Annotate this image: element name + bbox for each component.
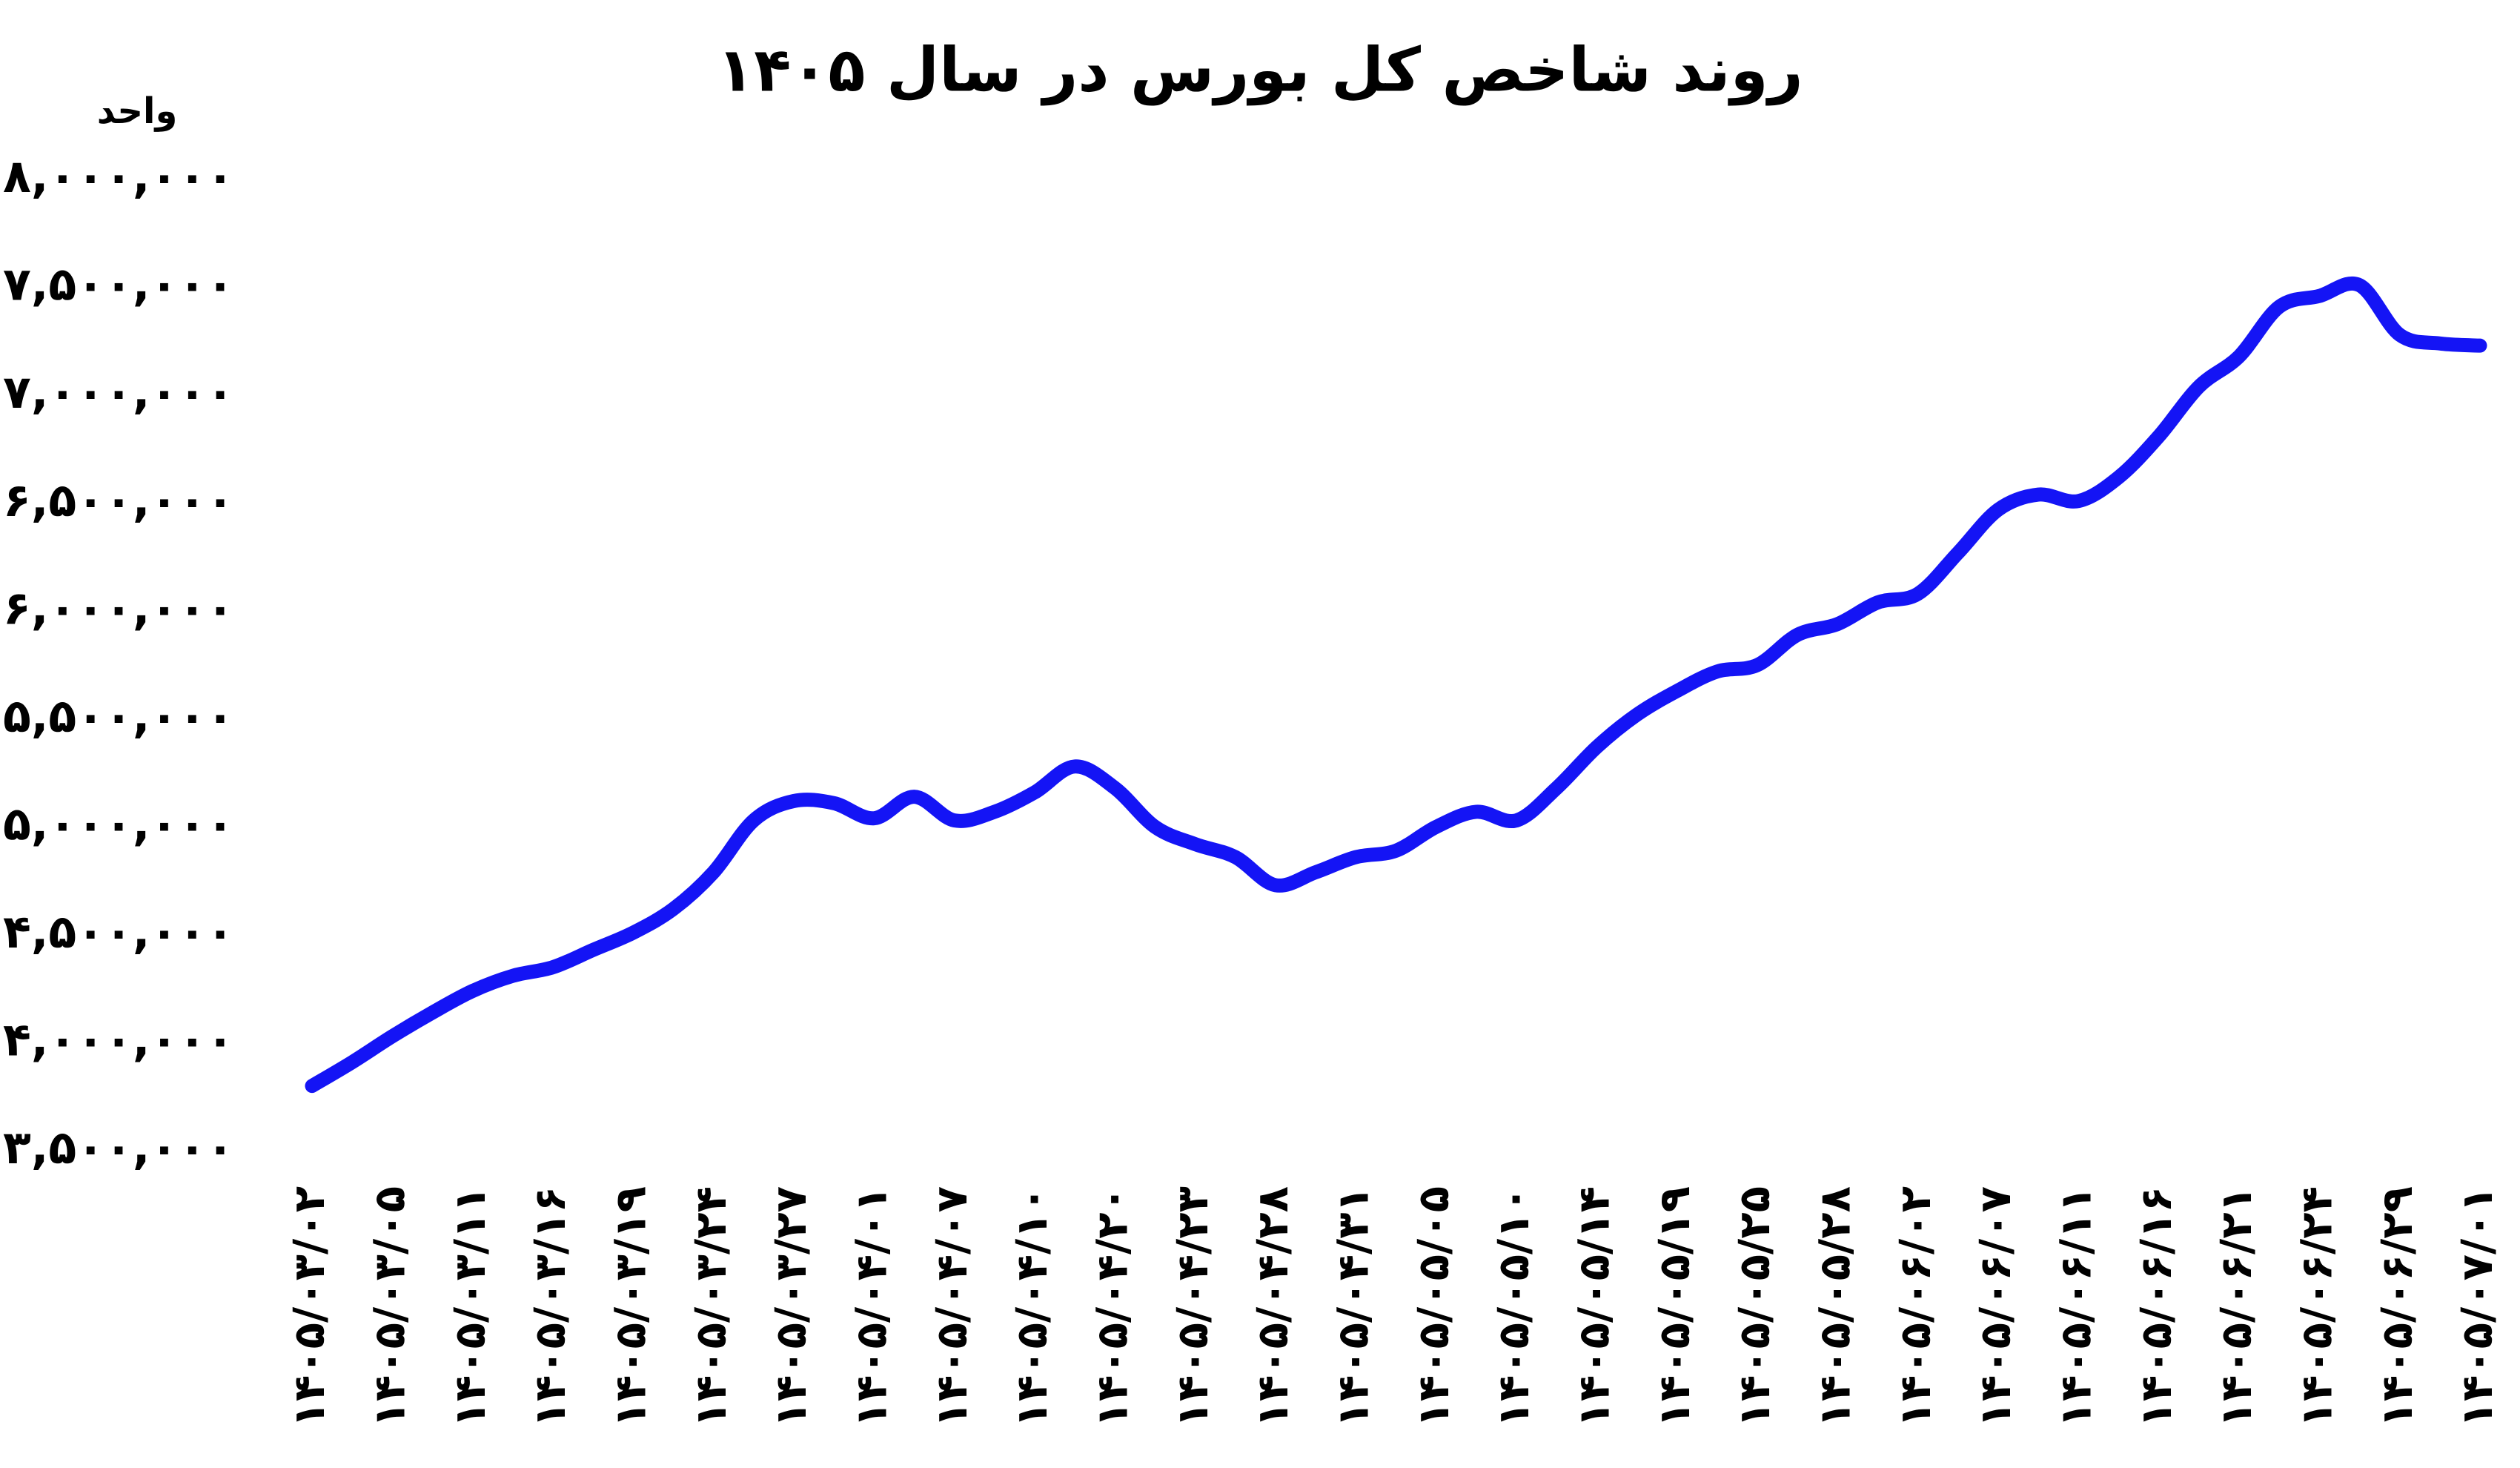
x-tick-label: ۱۴۰۵/۰۵/۱۰ — [1488, 1186, 1539, 1428]
x-tick-label: ۱۴۰۵/۰۶/۰۲ — [1890, 1186, 1940, 1428]
y-tick-label: ۵,۵۰۰,۰۰۰ — [3, 689, 234, 743]
y-tick-label: ۷,۵۰۰,۰۰۰ — [3, 257, 234, 311]
y-tick-label: ۴,۵۰۰,۰۰۰ — [3, 905, 234, 959]
y-tick-label: ۶,۰۰۰,۰۰۰ — [3, 581, 234, 635]
x-tick-label: ۱۴۰۵/۰۵/۰۵ — [1408, 1186, 1459, 1428]
x-tick-label: ۱۴۰۵/۰۳/۰۲ — [284, 1186, 334, 1428]
y-tick-label: ۴,۰۰۰,۰۰۰ — [3, 1013, 234, 1067]
x-tick-label: ۱۴۰۵/۰۶/۱۶ — [2131, 1186, 2181, 1428]
x-tick-label: ۱۴۰۵/۰۵/۲۸ — [1809, 1186, 1860, 1428]
y-axis-label: واحد — [97, 90, 178, 132]
x-tick-label: ۱۴۰۵/۰۴/۳۱ — [1327, 1186, 1378, 1428]
x-tick-label: ۱۴۰۵/۰۶/۱۱ — [2050, 1186, 2100, 1428]
x-tick-label: ۱۴۰۵/۰۴/۲۰ — [1087, 1186, 1137, 1428]
y-tick-label: ۷,۰۰۰,۰۰۰ — [3, 365, 234, 419]
x-tick-label: ۱۴۰۵/۰۳/۰۵ — [364, 1186, 414, 1428]
x-tick-label: ۱۴۰۵/۰۳/۱۶ — [525, 1186, 575, 1428]
y-tick-label: ۸,۰۰۰,۰۰۰ — [3, 149, 234, 203]
x-tick-label: ۱۴۰۵/۰۶/۲۹ — [2372, 1186, 2422, 1428]
y-tick-label: ۶,۵۰۰,۰۰۰ — [3, 473, 234, 527]
x-tick-label: ۱۴۰۵/۰۴/۱۰ — [1007, 1186, 1057, 1428]
x-tick-label: ۱۴۰۵/۰۶/۲۱ — [2211, 1186, 2261, 1428]
x-tick-label: ۱۴۰۵/۰۵/۱۹ — [1649, 1186, 1700, 1428]
chart-title: روند شاخص کل بورس در سال ۱۴۰۵ — [717, 35, 1803, 106]
x-tick-label: ۱۴۰۵/۰۴/۰۷ — [926, 1186, 977, 1428]
x-tick-label: ۱۴۰۵/۰۴/۰۱ — [846, 1186, 896, 1428]
x-tick-label: ۱۴۰۵/۰۴/۲۳ — [1167, 1186, 1218, 1428]
x-tick-label: ۱۴۰۵/۰۶/۰۷ — [1970, 1186, 2020, 1428]
x-tick-label: ۱۴۰۵/۰۴/۲۸ — [1247, 1186, 1298, 1428]
y-tick-label: ۳,۵۰۰,۰۰۰ — [3, 1120, 234, 1174]
x-tick-label: ۱۴۰۵/۰۷/۰۱ — [2452, 1186, 2502, 1428]
x-tick-label: ۱۴۰۵/۰۳/۱۹ — [605, 1186, 655, 1428]
x-tick-label: ۱۴۰۵/۰۳/۲۷ — [766, 1186, 816, 1428]
x-tick-label: ۱۴۰۵/۰۵/۲۵ — [1729, 1186, 1780, 1428]
x-tick-label: ۱۴۰۵/۰۶/۲۴ — [2291, 1186, 2341, 1428]
data-line — [305, 276, 2487, 1094]
x-tick-label: ۱۴۰۵/۰۳/۱۱ — [445, 1186, 495, 1428]
x-tick-label: ۱۴۰۵/۰۵/۱۴ — [1568, 1186, 1619, 1428]
y-tick-label: ۵,۰۰۰,۰۰۰ — [3, 796, 234, 850]
x-tick-label: ۱۴۰۵/۰۳/۲۴ — [686, 1186, 736, 1428]
